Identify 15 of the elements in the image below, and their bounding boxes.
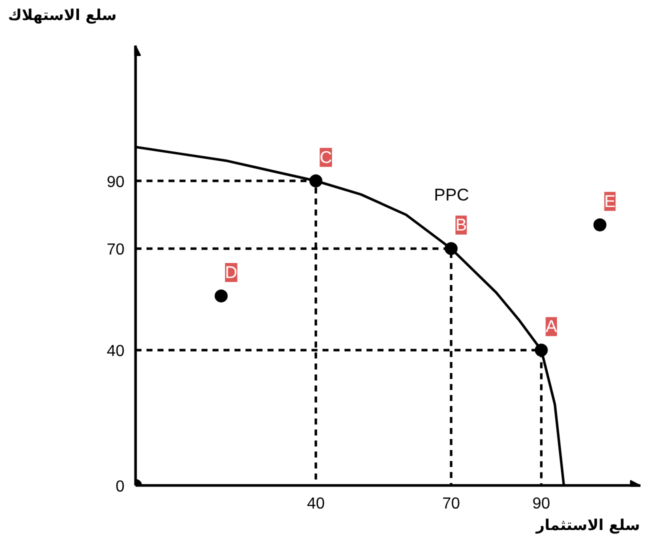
y-tick-label: 40	[106, 343, 125, 360]
annotation: C	[320, 148, 332, 167]
y-tick-label: 70	[106, 242, 125, 259]
annotation: D	[225, 262, 238, 282]
y-axis-title: سلع الاستهلاك	[8, 5, 117, 26]
annotation: A	[546, 317, 558, 336]
x-tick-label: 70	[442, 496, 460, 512]
annotation: B	[455, 216, 467, 235]
x-tick-label: 90	[532, 496, 550, 512]
series-label: PPC	[434, 186, 470, 205]
y-tick-label: 0	[116, 478, 125, 496]
annotation: E	[604, 192, 616, 211]
y-tick-label: 90	[106, 174, 125, 191]
x-tick-label: 40	[306, 496, 325, 512]
x-axis-title: سلع الاستثمار	[536, 515, 640, 536]
